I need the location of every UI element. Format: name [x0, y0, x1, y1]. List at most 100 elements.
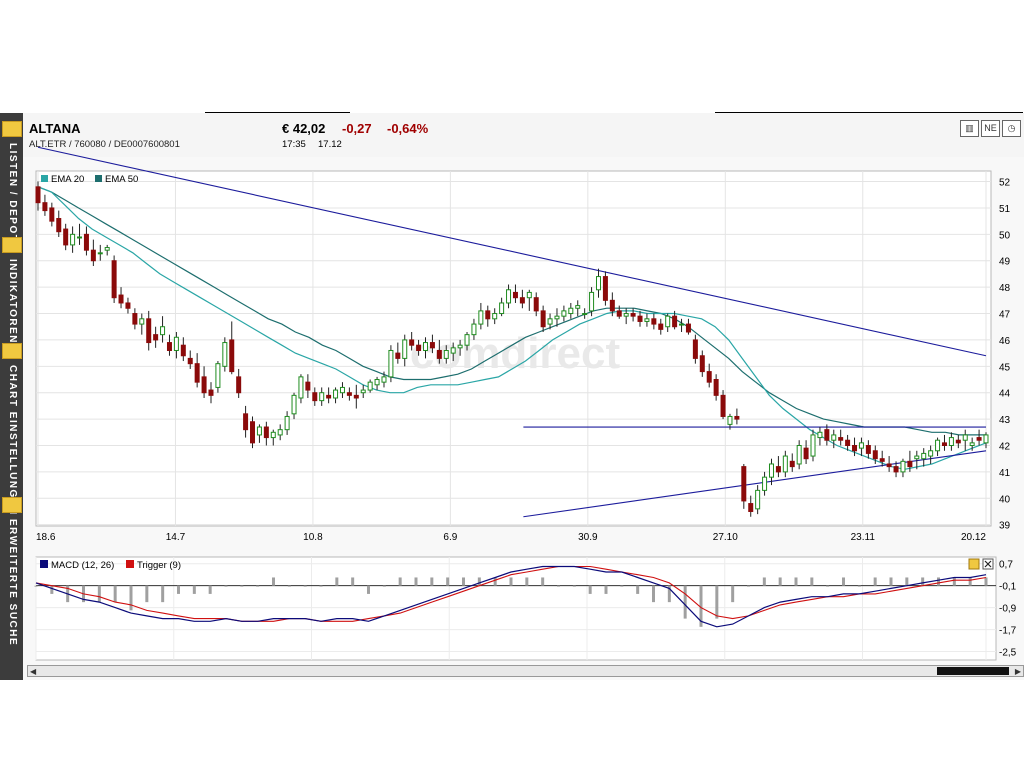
candle-body [305, 381, 311, 391]
candle-body [609, 299, 615, 312]
sidebar-item-erweiterte-suche[interactable]: ERWEITERTE SUCHE [7, 519, 18, 647]
macd-histogram-bar [889, 577, 893, 586]
candle [187, 350, 193, 369]
macd-histogram-bar [857, 585, 861, 587]
macd-histogram-bar [272, 577, 275, 586]
y-tick-label: 52 [999, 178, 1011, 189]
x-tick-label: 20.12 [961, 532, 986, 543]
close-icon[interactable] [982, 558, 994, 570]
candle [955, 434, 961, 449]
macd-histogram-bar [667, 585, 671, 603]
candle [969, 437, 975, 451]
candle-body [208, 389, 214, 396]
candle-body [326, 394, 332, 399]
y-tick-label: 50 [999, 230, 1011, 241]
candle [423, 337, 429, 359]
candle [948, 432, 954, 451]
candle-body [768, 463, 774, 478]
legend-macd: MACD (12, 26) [51, 560, 114, 571]
settings-list-icon[interactable] [2, 343, 22, 359]
candle [609, 292, 615, 317]
macd-histogram-bar [652, 585, 655, 603]
candle-body [533, 297, 539, 312]
chart-scrollbar[interactable]: ◀ ▶ [27, 665, 1024, 677]
candle-body [298, 376, 304, 399]
candle-body [879, 458, 885, 462]
quote-header: ALTANA ALT.ETR / 760080 / DE0007600801 €… [23, 113, 1024, 158]
candle [291, 392, 297, 420]
candle-body [838, 437, 844, 441]
candle-body [367, 381, 373, 391]
candle-body [42, 202, 48, 212]
macd-histogram-bar [414, 577, 418, 586]
scroll-thumb[interactable] [937, 667, 1009, 675]
candle-body [499, 302, 505, 315]
candle [644, 313, 650, 327]
macd-histogram-bar [161, 585, 165, 603]
candle-body [865, 444, 871, 454]
candle [485, 305, 491, 327]
candle [298, 374, 304, 404]
candle [762, 471, 768, 496]
scroll-left-icon[interactable]: ◀ [30, 667, 37, 676]
candle [699, 350, 705, 377]
macd-histogram-bar [256, 585, 260, 587]
candle [506, 284, 512, 309]
candle [983, 432, 989, 449]
scroll-right-icon[interactable]: ▶ [1014, 667, 1021, 676]
candle-body [914, 455, 920, 460]
candle-body [616, 310, 622, 317]
macd-histogram-bar [968, 577, 972, 586]
candle-body [803, 447, 809, 460]
candle [215, 361, 221, 393]
macd-y-tick-label: -2,5 [999, 648, 1017, 659]
legend-swatch-ema50 [95, 175, 102, 182]
clock-icon[interactable]: ◷ [1002, 120, 1021, 137]
candle [623, 308, 629, 325]
sidebar-item-chart-einstellungen[interactable]: CHART EINSTELLUNGEN [7, 365, 18, 516]
candle-body [374, 379, 380, 386]
candle-body [83, 233, 89, 251]
candle-body [623, 313, 629, 317]
candle [346, 387, 352, 401]
candle [97, 244, 103, 261]
candle-body [35, 186, 41, 204]
macd-histogram-bar [541, 577, 545, 586]
macd-histogram-bar [430, 577, 434, 586]
macd-line [35, 565, 987, 628]
candle-body [699, 355, 705, 373]
sidebar: LISTEN / DEPOT INDIKATOREN CHART EINSTEL… [0, 113, 23, 680]
candle-body [948, 437, 954, 446]
candle-body [416, 344, 422, 351]
sidebar-item-indikatoren[interactable]: INDIKATOREN [7, 259, 18, 345]
macd-histogram-bar [367, 585, 370, 594]
bar-chart-icon[interactable]: ▥ [960, 120, 979, 137]
maximize-icon[interactable] [968, 558, 980, 570]
candle [146, 310, 152, 351]
candle-body [824, 429, 830, 441]
candle-body [339, 386, 345, 394]
candle-body [845, 439, 851, 446]
search-icon[interactable] [2, 497, 22, 513]
candle-body [907, 460, 913, 468]
news-icon[interactable]: NE [981, 120, 1000, 137]
sidebar-item-listen-depot[interactable]: LISTEN / DEPOT [7, 143, 18, 243]
folder-icon[interactable] [2, 121, 22, 137]
macd-histogram-bar [335, 577, 339, 586]
candle-body [229, 339, 235, 373]
candle [658, 318, 664, 335]
candle-body [554, 315, 560, 320]
indicator-icon[interactable] [2, 237, 22, 253]
candle [817, 427, 823, 446]
candle-body [160, 326, 166, 336]
legend-ema50: EMA 50 [105, 174, 138, 185]
candle [679, 318, 685, 333]
candle-body [215, 363, 221, 388]
candle-body [589, 291, 595, 312]
candle-body [270, 431, 276, 439]
candle-body [333, 389, 339, 399]
macd-y-tick-label: -0,1 [999, 582, 1017, 593]
macd-histogram-bar [620, 585, 624, 587]
candle [388, 345, 394, 383]
